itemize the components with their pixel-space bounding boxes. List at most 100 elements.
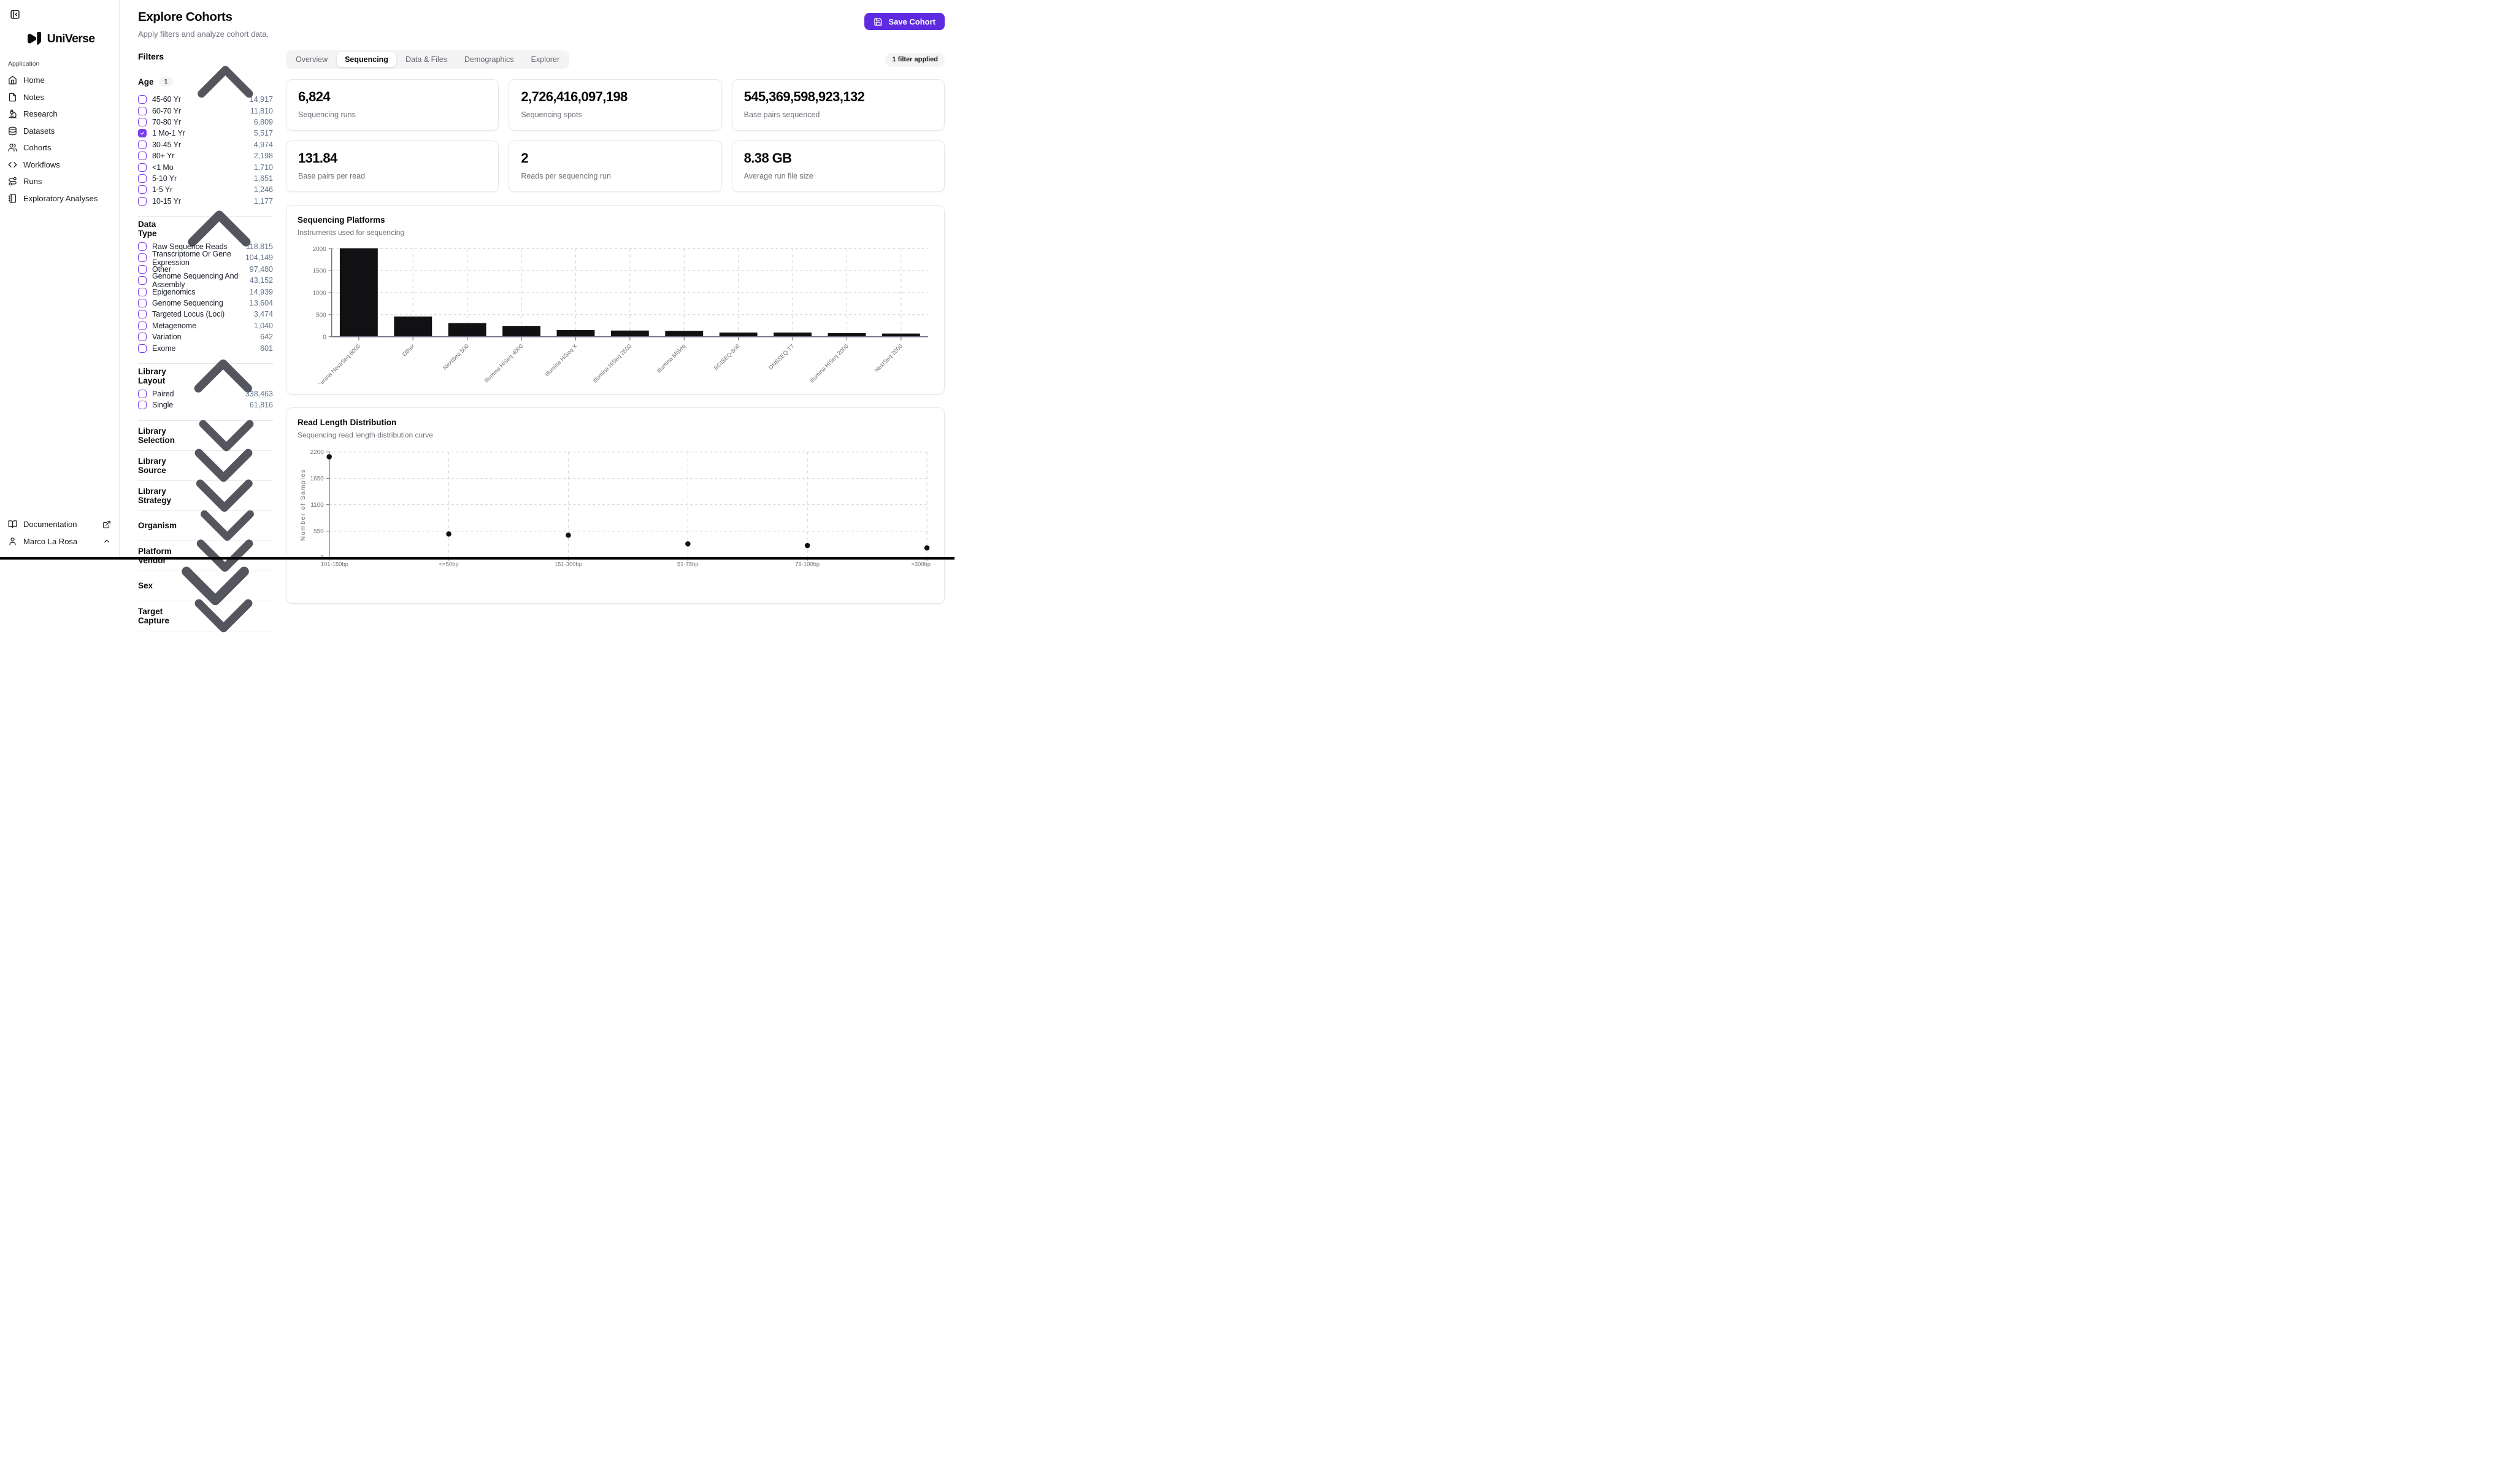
filter-section-header-target-capture[interactable]: Target Capture xyxy=(138,599,273,633)
sidebar-item-cohorts[interactable]: Cohorts xyxy=(0,139,119,156)
checkbox-checked[interactable] xyxy=(138,129,147,138)
sidebar-item-home[interactable]: Home xyxy=(0,72,119,89)
tab-demographics[interactable]: Demographics xyxy=(464,55,514,64)
sidebar-nav: Home Notes Research Datasets Cohorts Workflow… xyxy=(0,72,119,207)
filter-option-raw-sequence-reads: Raw Sequence Reads 118,815 xyxy=(138,241,273,252)
x-tick-label: Illumina HiSeq 2000 xyxy=(809,343,850,384)
tab-data-files[interactable]: Data & Files xyxy=(405,55,448,64)
x-tick-label: 101-150bp xyxy=(321,561,348,568)
x-tick-label: Illumina MiSeq xyxy=(656,343,688,375)
filter-section-header-sex[interactable]: Sex xyxy=(138,566,273,605)
app-window: UniVerse Application Home Notes Research Da… xyxy=(0,0,955,633)
tab-bar: Overview Sequencing Data & Files Demographi… xyxy=(286,50,570,69)
chevron-down-icon xyxy=(174,416,273,515)
filter-option-count: 2,198 xyxy=(253,152,273,161)
sidebar: UniVerse Application Home Notes Research Da… xyxy=(0,0,120,557)
checkbox-unchecked[interactable] xyxy=(138,321,147,330)
tab-sequencing[interactable]: Sequencing xyxy=(337,52,396,67)
checkbox-unchecked[interactable] xyxy=(138,264,147,274)
filter-option-count: 1,177 xyxy=(253,196,273,206)
checkbox-unchecked[interactable] xyxy=(138,344,147,353)
bar-illumina-novaseq-6000 xyxy=(339,248,378,337)
sidebar-item-label: Home xyxy=(23,75,45,85)
filter-option-count: 97,480 xyxy=(249,264,273,274)
filter-option-60-70-yr: 60-70 Yr 11,810 xyxy=(138,105,273,116)
filter-section-header-library-selection[interactable]: Library Selection xyxy=(138,420,273,451)
filter-option-count: 5,517 xyxy=(253,129,273,138)
sidebar-item-notes[interactable]: Notes xyxy=(0,89,119,106)
checkbox-unchecked[interactable] xyxy=(138,253,147,263)
sidebar-item-workflows[interactable]: Workflows xyxy=(0,156,119,174)
filter-option-45-60-yr: 45-60 Yr 14,917 xyxy=(138,94,273,105)
data-point-51-75bp xyxy=(685,541,691,547)
sidebar-user-menu[interactable]: Marco La Rosa xyxy=(0,533,119,550)
checkbox-unchecked[interactable] xyxy=(138,401,147,410)
checkbox-unchecked[interactable] xyxy=(138,299,147,308)
tab-overview[interactable]: Overview xyxy=(296,55,328,64)
checkbox-unchecked[interactable] xyxy=(138,163,147,172)
bottom-edge-bar xyxy=(0,557,955,560)
filter-option-transcriptome-or-gene-expression: Transcriptome Or Gene Expression 104,149 xyxy=(138,250,273,267)
filter-option-30-45-yr: 30-45 Yr 4,974 xyxy=(138,139,273,150)
filter-section-header-age[interactable]: Age 1 xyxy=(138,66,273,98)
checkbox-unchecked[interactable] xyxy=(138,287,147,296)
filter-section-header-organism[interactable]: Organism xyxy=(138,510,273,541)
filter-section-header-data-type[interactable]: Data Type xyxy=(138,210,273,247)
checkbox-unchecked[interactable] xyxy=(138,242,147,252)
filter-section-header-library-strategy[interactable]: Library Strategy xyxy=(138,479,273,512)
stat-value: 6,824 xyxy=(298,89,331,104)
sidebar-item-datasets[interactable]: Datasets xyxy=(0,123,119,140)
filter-section-header-library-layout[interactable]: Library Layout xyxy=(138,359,273,393)
read-length-distribution-card: Read Length Distribution Sequencing read… xyxy=(286,407,945,604)
bar-dnbseq-t7 xyxy=(774,332,812,337)
save-icon xyxy=(874,17,883,26)
checkbox-unchecked[interactable] xyxy=(138,390,147,398)
filter-option-exome: Exome 601 xyxy=(138,342,273,353)
filter-option-5-10-yr: 5-10 Yr 1,651 xyxy=(138,173,273,184)
filter-option-label: 1 Mo-1 Yr xyxy=(152,129,185,138)
checkbox-unchecked[interactable] xyxy=(138,152,147,161)
checkbox-unchecked[interactable] xyxy=(138,95,147,104)
chart-title: Read Length Distribution xyxy=(298,418,397,427)
sidebar-item-documentation[interactable]: Documentation xyxy=(0,516,119,533)
sidebar-collapse-button[interactable] xyxy=(7,7,22,21)
tab-explorer[interactable]: Explorer xyxy=(531,55,560,64)
checkbox-unchecked[interactable] xyxy=(138,310,147,319)
filter-section-title: Library Layout xyxy=(138,366,166,385)
checkbox-unchecked[interactable] xyxy=(138,117,147,126)
sidebar-item-exploratory-analyses[interactable]: Exploratory Analyses xyxy=(0,190,119,207)
checkbox-unchecked[interactable] xyxy=(138,140,147,149)
filter-option-count: 6,809 xyxy=(253,117,273,126)
checkbox-unchecked[interactable] xyxy=(138,196,147,206)
filter-section-title: Sex xyxy=(138,581,153,591)
checkbox-unchecked[interactable] xyxy=(138,185,147,194)
x-tick-label: NextSeq 500 xyxy=(442,343,470,371)
filter-option-genome-sequencing: Genome Sequencing 13,604 xyxy=(138,298,273,309)
x-tick-label: Other xyxy=(401,343,416,358)
chevron-down-icon xyxy=(174,566,273,665)
sidebar-item-runs[interactable]: Runs xyxy=(0,173,119,190)
checkbox-unchecked[interactable] xyxy=(138,106,147,115)
chevron-down-icon xyxy=(177,507,273,604)
stat-label: Sequencing runs xyxy=(298,110,356,119)
data-point-151-300bp xyxy=(566,533,571,538)
filter-option-variation: Variation 642 xyxy=(138,331,273,342)
save-cohort-button[interactable]: Save Cohort xyxy=(864,13,945,30)
checkbox-unchecked[interactable] xyxy=(138,276,147,285)
book-open-icon xyxy=(8,520,17,529)
bar-bgiseq-500 xyxy=(719,332,758,337)
main-content: Explore Cohorts Apply filters and analyz… xyxy=(120,0,955,633)
filter-section-sex: Sex xyxy=(138,566,273,605)
sidebar-item-research[interactable]: Research xyxy=(0,106,119,123)
filter-option-label: 1-5 Yr xyxy=(152,185,173,194)
checkbox-unchecked[interactable] xyxy=(138,174,147,183)
analytics-panel: Overview Sequencing Data & Files Demographi… xyxy=(286,50,945,631)
filter-section-header-library-source[interactable]: Library Source xyxy=(138,449,273,482)
checkbox-unchecked[interactable] xyxy=(138,333,147,342)
filter-option-count: 1,651 xyxy=(253,174,273,183)
filter-section-title: Organism xyxy=(138,521,177,531)
data-point-50bp xyxy=(446,531,451,537)
filter-section-title: Target Capture xyxy=(138,606,170,625)
chevron-up-icon xyxy=(102,537,111,545)
bar-other xyxy=(394,316,432,337)
